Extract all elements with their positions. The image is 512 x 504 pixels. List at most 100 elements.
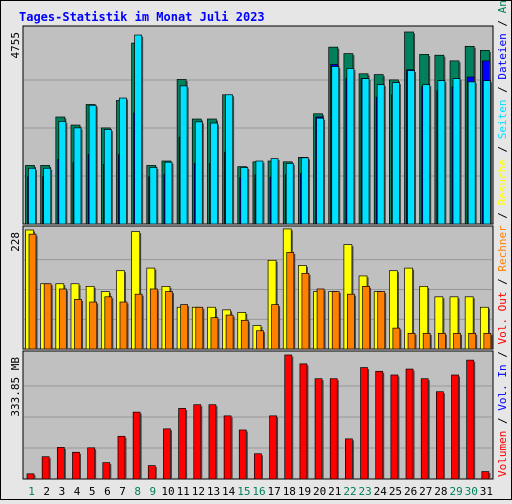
day-label: 10 [161, 485, 174, 498]
y-max-label: 4755 [9, 32, 22, 59]
volume-plot-bg [22, 350, 494, 480]
bar-rechner [453, 332, 463, 350]
bar-volumen [117, 435, 127, 480]
bar-seiten [210, 122, 219, 225]
bar-volumen [481, 471, 491, 480]
bar-volumen [284, 354, 294, 480]
y-max-label: 333.85 MB [9, 357, 22, 417]
bar-volumen [163, 428, 172, 480]
bar-groups [25, 31, 493, 480]
bar-rechner [468, 332, 478, 350]
day-label: 12 [192, 485, 205, 498]
bar-rechner [301, 272, 311, 350]
bar-rechner [134, 293, 144, 350]
bar-volumen [72, 451, 81, 480]
day-label: 5 [89, 485, 96, 498]
bar-seiten [452, 78, 462, 225]
day-label: 13 [207, 485, 220, 498]
bar-seiten [134, 34, 144, 225]
bar-rechner [119, 301, 129, 350]
day-label: 23 [359, 485, 372, 498]
day-label: 6 [104, 485, 111, 498]
bar-volumen [451, 374, 461, 480]
bar-volumen [345, 438, 354, 480]
legend-text: Volumen / Vol. In / Vol. Out / Rechner /… [496, 1, 509, 477]
bar-seiten [346, 68, 356, 225]
legend-item: Besuche [496, 159, 509, 212]
bar-rechner [316, 288, 326, 350]
bar-seiten [255, 160, 265, 225]
bar-seiten [225, 94, 235, 225]
day-label: 8 [134, 485, 141, 498]
legend-item: Vol. In [496, 364, 509, 417]
bar-seiten [88, 104, 98, 225]
bar-volumen [375, 370, 385, 480]
bar-seiten [361, 78, 371, 225]
day-label: 3 [59, 485, 66, 498]
day-label: 11 [177, 485, 190, 498]
bar-volumen [147, 465, 157, 480]
bar-seiten [482, 80, 492, 225]
bar-volumen [238, 429, 248, 480]
bar-volumen [360, 367, 370, 480]
day-label: 4 [74, 485, 81, 498]
bar-volumen [269, 415, 279, 480]
bar-rechner [74, 299, 83, 350]
bar-seiten [392, 82, 401, 225]
bar-rechner [422, 332, 432, 350]
day-label: 14 [222, 485, 236, 498]
bar-seiten [73, 127, 83, 225]
bar-volumen [132, 411, 142, 480]
day-label: 31 [480, 485, 493, 498]
bar-rechner [286, 252, 296, 350]
day-label: 15 [237, 485, 250, 498]
day-label: 19 [298, 485, 311, 498]
legend-item: Dateien [496, 33, 509, 86]
bar-rechner [149, 288, 159, 350]
bar-volumen [26, 473, 36, 480]
chart-title: Tages-Statistik im Monat Juli 2023 [19, 10, 265, 24]
day-label: 26 [404, 485, 417, 498]
bar-volumen [329, 378, 339, 480]
bar-volumen [223, 415, 233, 480]
bar-seiten [331, 66, 341, 225]
bar-seiten [28, 167, 37, 225]
y-max-label: 228 [9, 232, 22, 252]
bar-volumen [56, 447, 66, 480]
day-label: 21 [328, 485, 341, 498]
bar-seiten [179, 85, 189, 225]
day-label: 27 [419, 485, 432, 498]
bar-rechner [331, 291, 341, 350]
legend-item: Rechner [496, 225, 509, 278]
bar-volumen [208, 404, 218, 480]
bar-rechner [362, 286, 372, 350]
legend-separator: / [496, 212, 509, 225]
bar-rechner [407, 332, 417, 350]
day-label: 7 [119, 485, 126, 498]
bar-rechner [104, 296, 114, 350]
bar-rechner [210, 317, 220, 350]
legend-item: Seiten [496, 99, 509, 145]
bar-rechner [195, 306, 205, 350]
bar-volumen [390, 374, 400, 480]
bar-rechner [483, 332, 493, 350]
bar-seiten [301, 157, 310, 225]
bar-rechner [89, 301, 99, 350]
day-label: 1 [28, 485, 35, 498]
bar-rechner [43, 283, 53, 350]
y-max-labels: 4755 228 333.85 MB [9, 32, 22, 417]
legend-item: Vol. Out [496, 292, 509, 352]
bar-rechner [347, 293, 356, 350]
bar-seiten [58, 121, 68, 225]
legend-separator: / [496, 278, 509, 291]
legend-separator: / [496, 20, 509, 33]
bar-volumen [420, 378, 430, 480]
day-labels: 1 2 3 4 5 6 7 8 9 10 11 12 13 14 15 16 17 18 19 20 21 22 23 24 2… [28, 485, 493, 498]
bar-volumen [254, 453, 263, 480]
bar-rechner [392, 327, 402, 350]
bar-rechner [165, 291, 174, 350]
bar-seiten [270, 158, 280, 225]
bar-rechner [225, 314, 235, 350]
day-label: 9 [150, 485, 157, 498]
